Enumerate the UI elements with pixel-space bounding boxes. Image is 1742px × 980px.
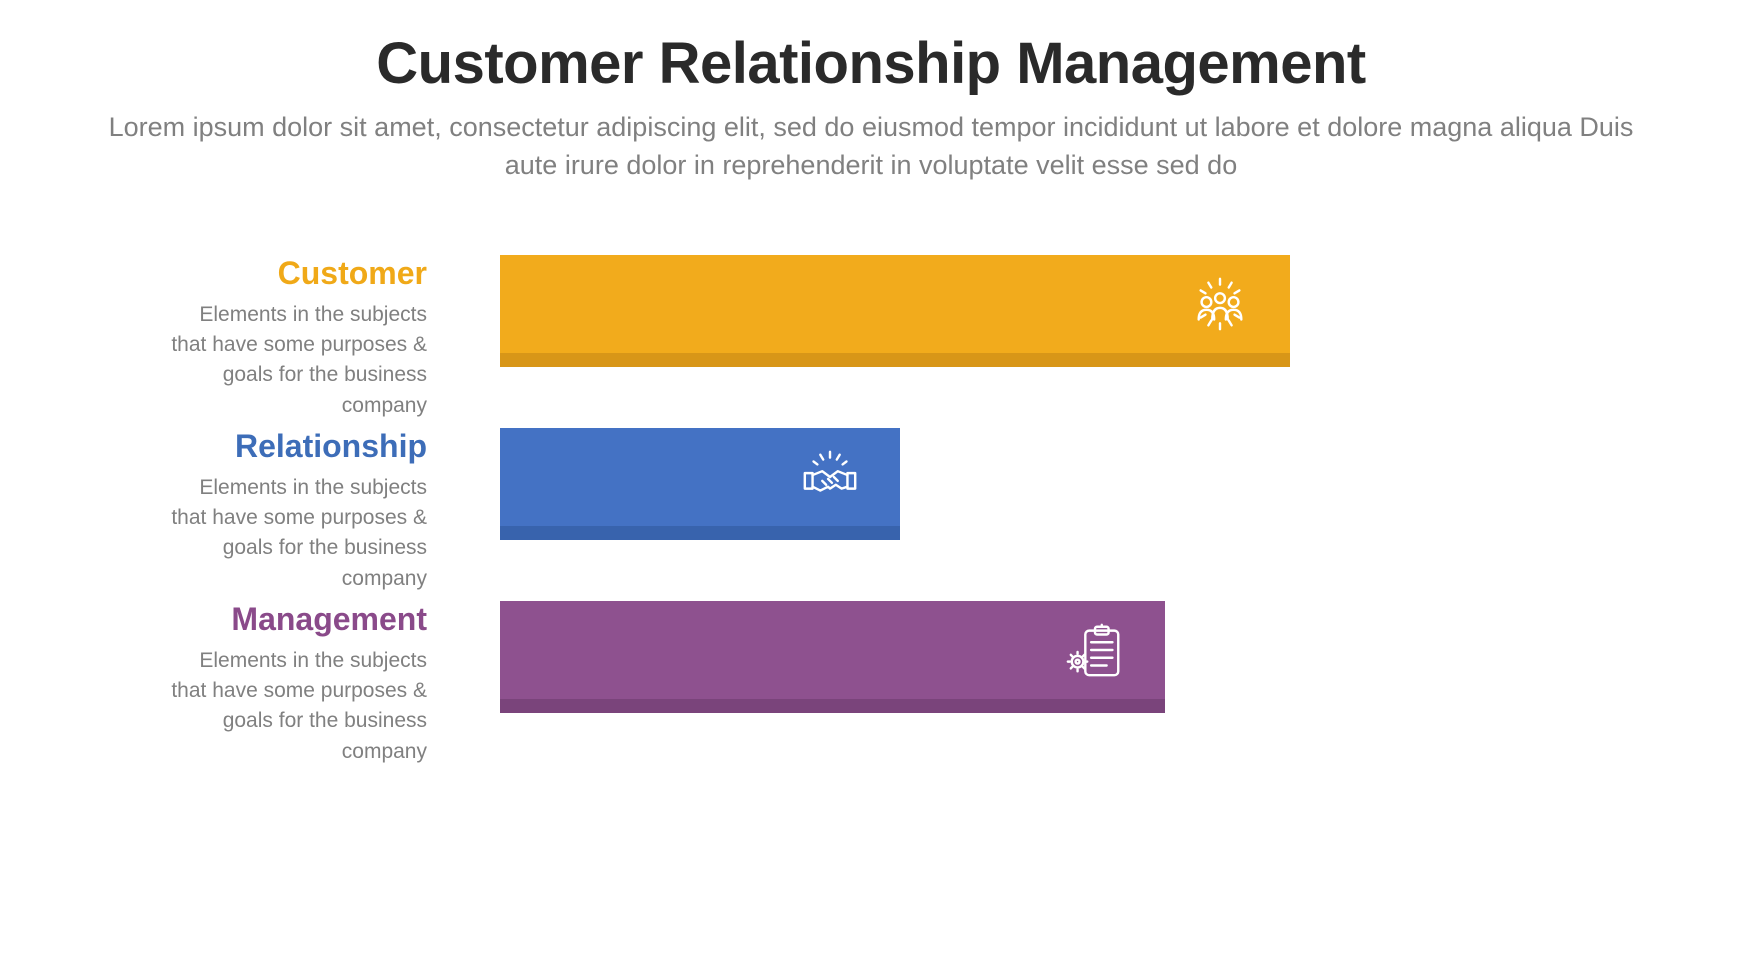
bar-col-customer (500, 255, 1290, 353)
label-title-relationship: Relationship (160, 428, 427, 465)
label-desc-relationship: Elements in the subjects that have some … (160, 473, 427, 595)
bar-col-management (500, 601, 1165, 699)
rows-container: Customer Elements in the subjects that h… (0, 255, 1742, 716)
bar-col-relationship (500, 428, 900, 526)
row-management: Management Elements in the subjects that… (160, 601, 1612, 716)
row-customer: Customer Elements in the subjects that h… (160, 255, 1612, 370)
row-relationship: Relationship Elements in the subjects th… (160, 428, 1612, 543)
label-col-customer: Customer Elements in the subjects that h… (160, 255, 435, 422)
bar-relationship (500, 428, 900, 526)
clipboard-gear-icon (1060, 615, 1130, 685)
page-title: Customer Relationship Management (0, 30, 1742, 97)
header: Customer Relationship Management Lorem i… (0, 0, 1742, 185)
bar-management (500, 601, 1165, 699)
bar-customer (500, 255, 1290, 353)
label-title-management: Management (160, 601, 427, 638)
group-icon (1185, 269, 1255, 339)
bar-shadow-management (500, 699, 1165, 713)
handshake-icon (795, 442, 865, 512)
bar-shadow-relationship (500, 526, 900, 540)
label-col-management: Management Elements in the subjects that… (160, 601, 435, 768)
label-title-customer: Customer (160, 255, 427, 292)
label-desc-customer: Elements in the subjects that have some … (160, 300, 427, 422)
page-subtitle: Lorem ipsum dolor sit amet, consectetur … (91, 109, 1651, 185)
label-col-relationship: Relationship Elements in the subjects th… (160, 428, 435, 595)
bar-shadow-customer (500, 353, 1290, 367)
label-desc-management: Elements in the subjects that have some … (160, 646, 427, 768)
